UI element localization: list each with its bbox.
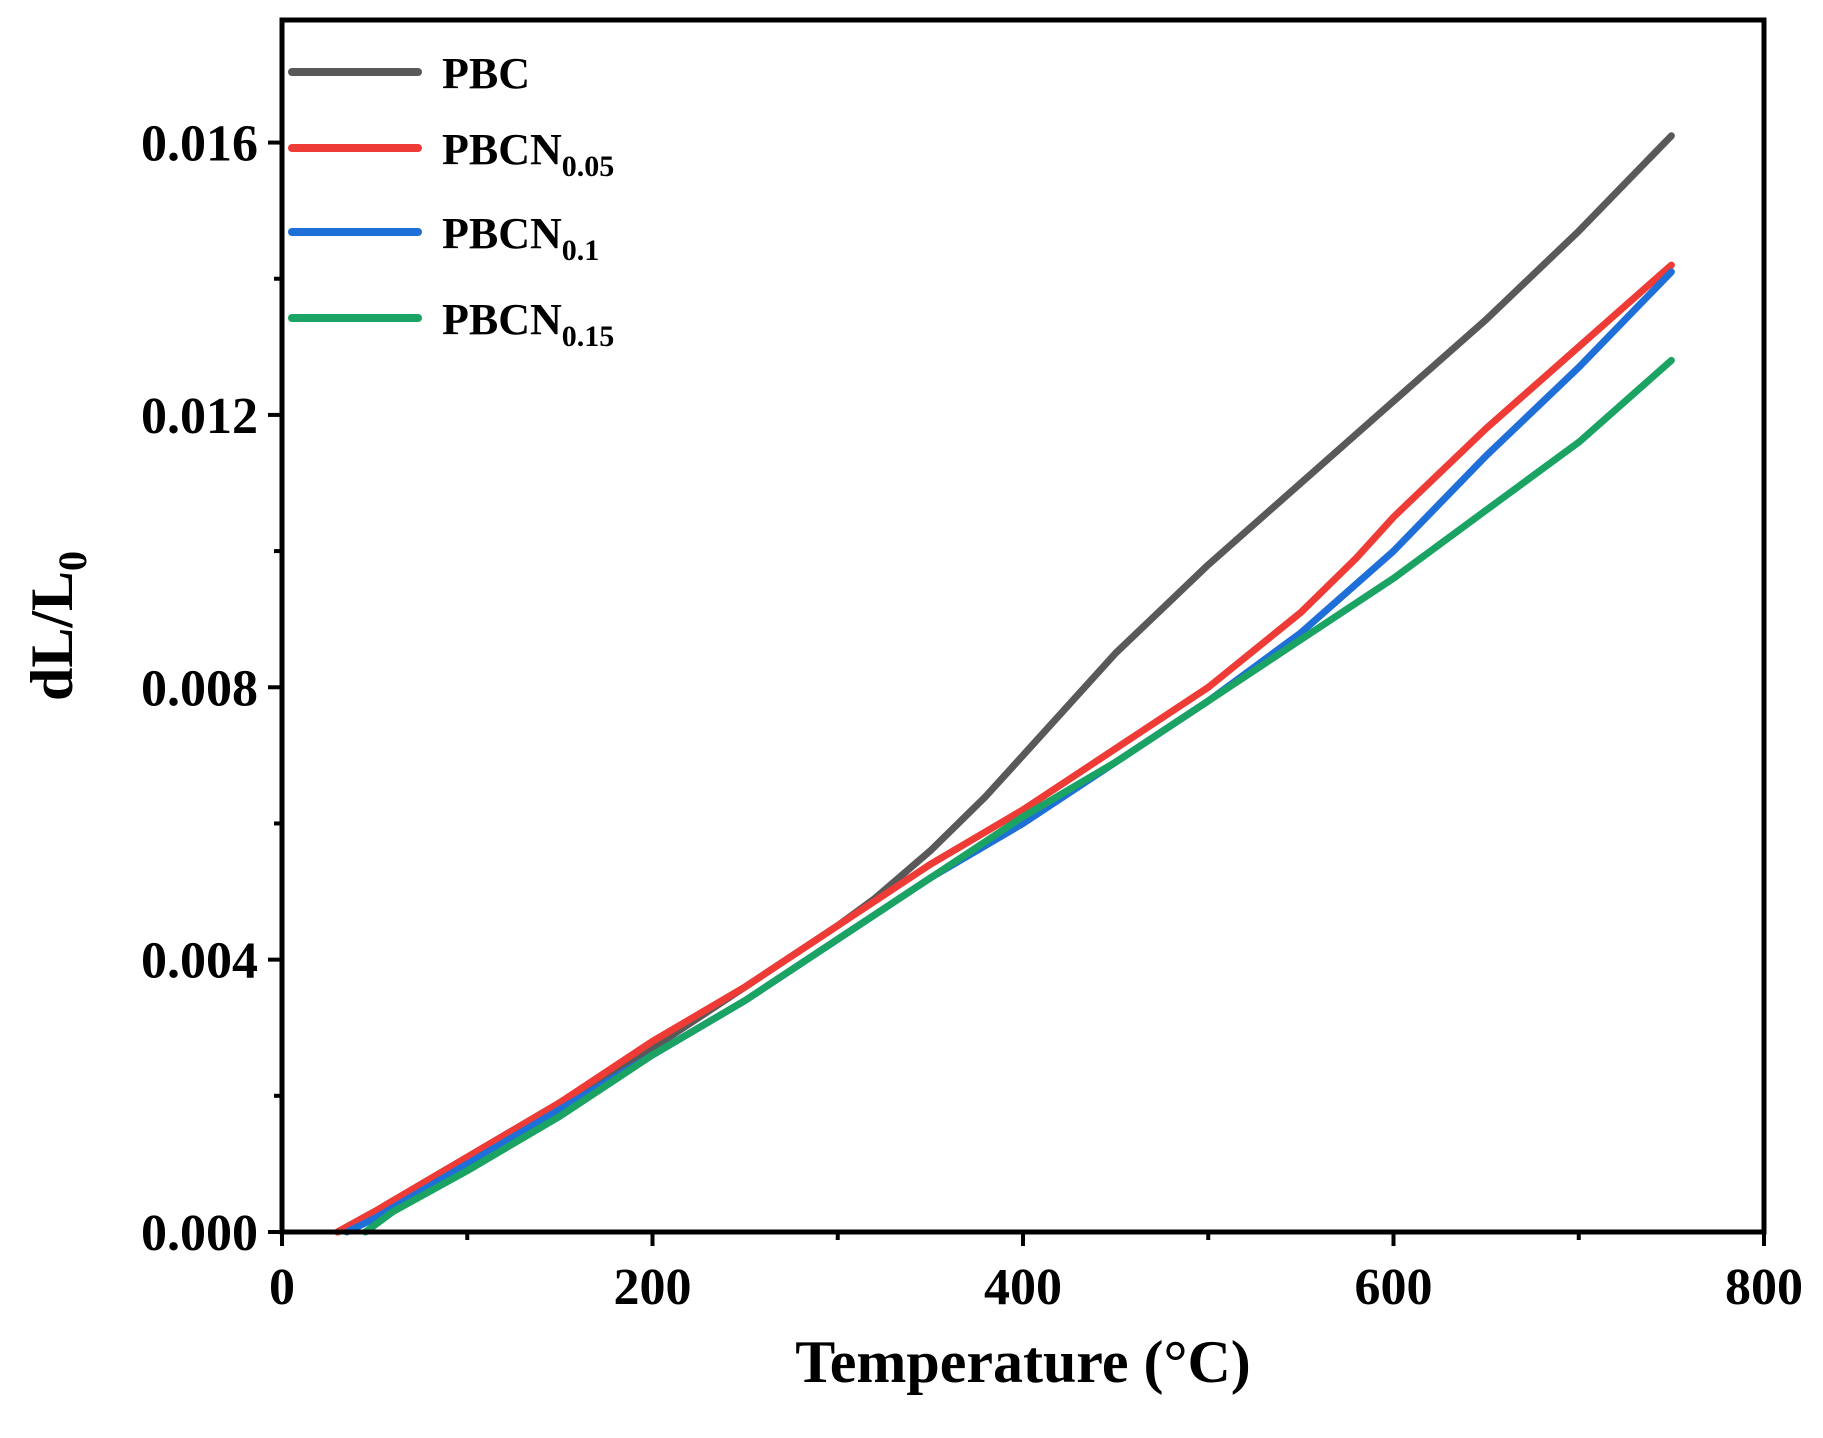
x-tick-label: 400 [984, 1259, 1062, 1316]
legend-label-main: PBCN [442, 209, 562, 258]
x-axis-title: Temperature (°C) [795, 1329, 1251, 1395]
y-tick-label: 0.012 [141, 388, 258, 445]
legend-label-0: PBC [442, 49, 530, 98]
legend-label-sub: 0.15 [562, 320, 615, 353]
series-line-1 [334, 261, 1675, 1236]
y-axis-title-main: dL/L [19, 571, 85, 701]
plot-frame [279, 17, 1767, 1235]
legend-label-main: PBCN [442, 125, 562, 174]
x-tick-label: 0 [269, 1259, 295, 1316]
legend-label-sub: 0.05 [562, 150, 615, 183]
legend-label-sub: 0.1 [562, 234, 600, 267]
y-axis-title-sub: 0 [50, 551, 95, 571]
ticks-layer: 0 200 400 600 800 0.000 0.004 0.008 0.012 0.016 [141, 116, 1803, 1316]
x-tick-label: 200 [614, 1259, 692, 1316]
legend-label-1: PBCN0.05 [442, 125, 614, 183]
y-axis-title: dL/L0 [19, 551, 95, 701]
legend-label-main: PBCN [442, 295, 562, 344]
y-tick-label: 0.004 [141, 933, 258, 990]
x-tick-label: 600 [1355, 1259, 1433, 1316]
series-line-3 [361, 356, 1675, 1236]
y-tick-label: 0.016 [141, 116, 258, 173]
series-layer [334, 132, 1675, 1236]
legend-label-2: PBCN0.1 [442, 209, 599, 267]
legend-label-main: PBC [442, 49, 530, 98]
legend-label-3: PBCN0.15 [442, 295, 614, 353]
series-line-2 [343, 268, 1675, 1236]
y-tick-label: 0.000 [141, 1205, 258, 1262]
x-tick-label: 800 [1725, 1259, 1803, 1316]
y-tick-label: 0.008 [141, 660, 258, 717]
